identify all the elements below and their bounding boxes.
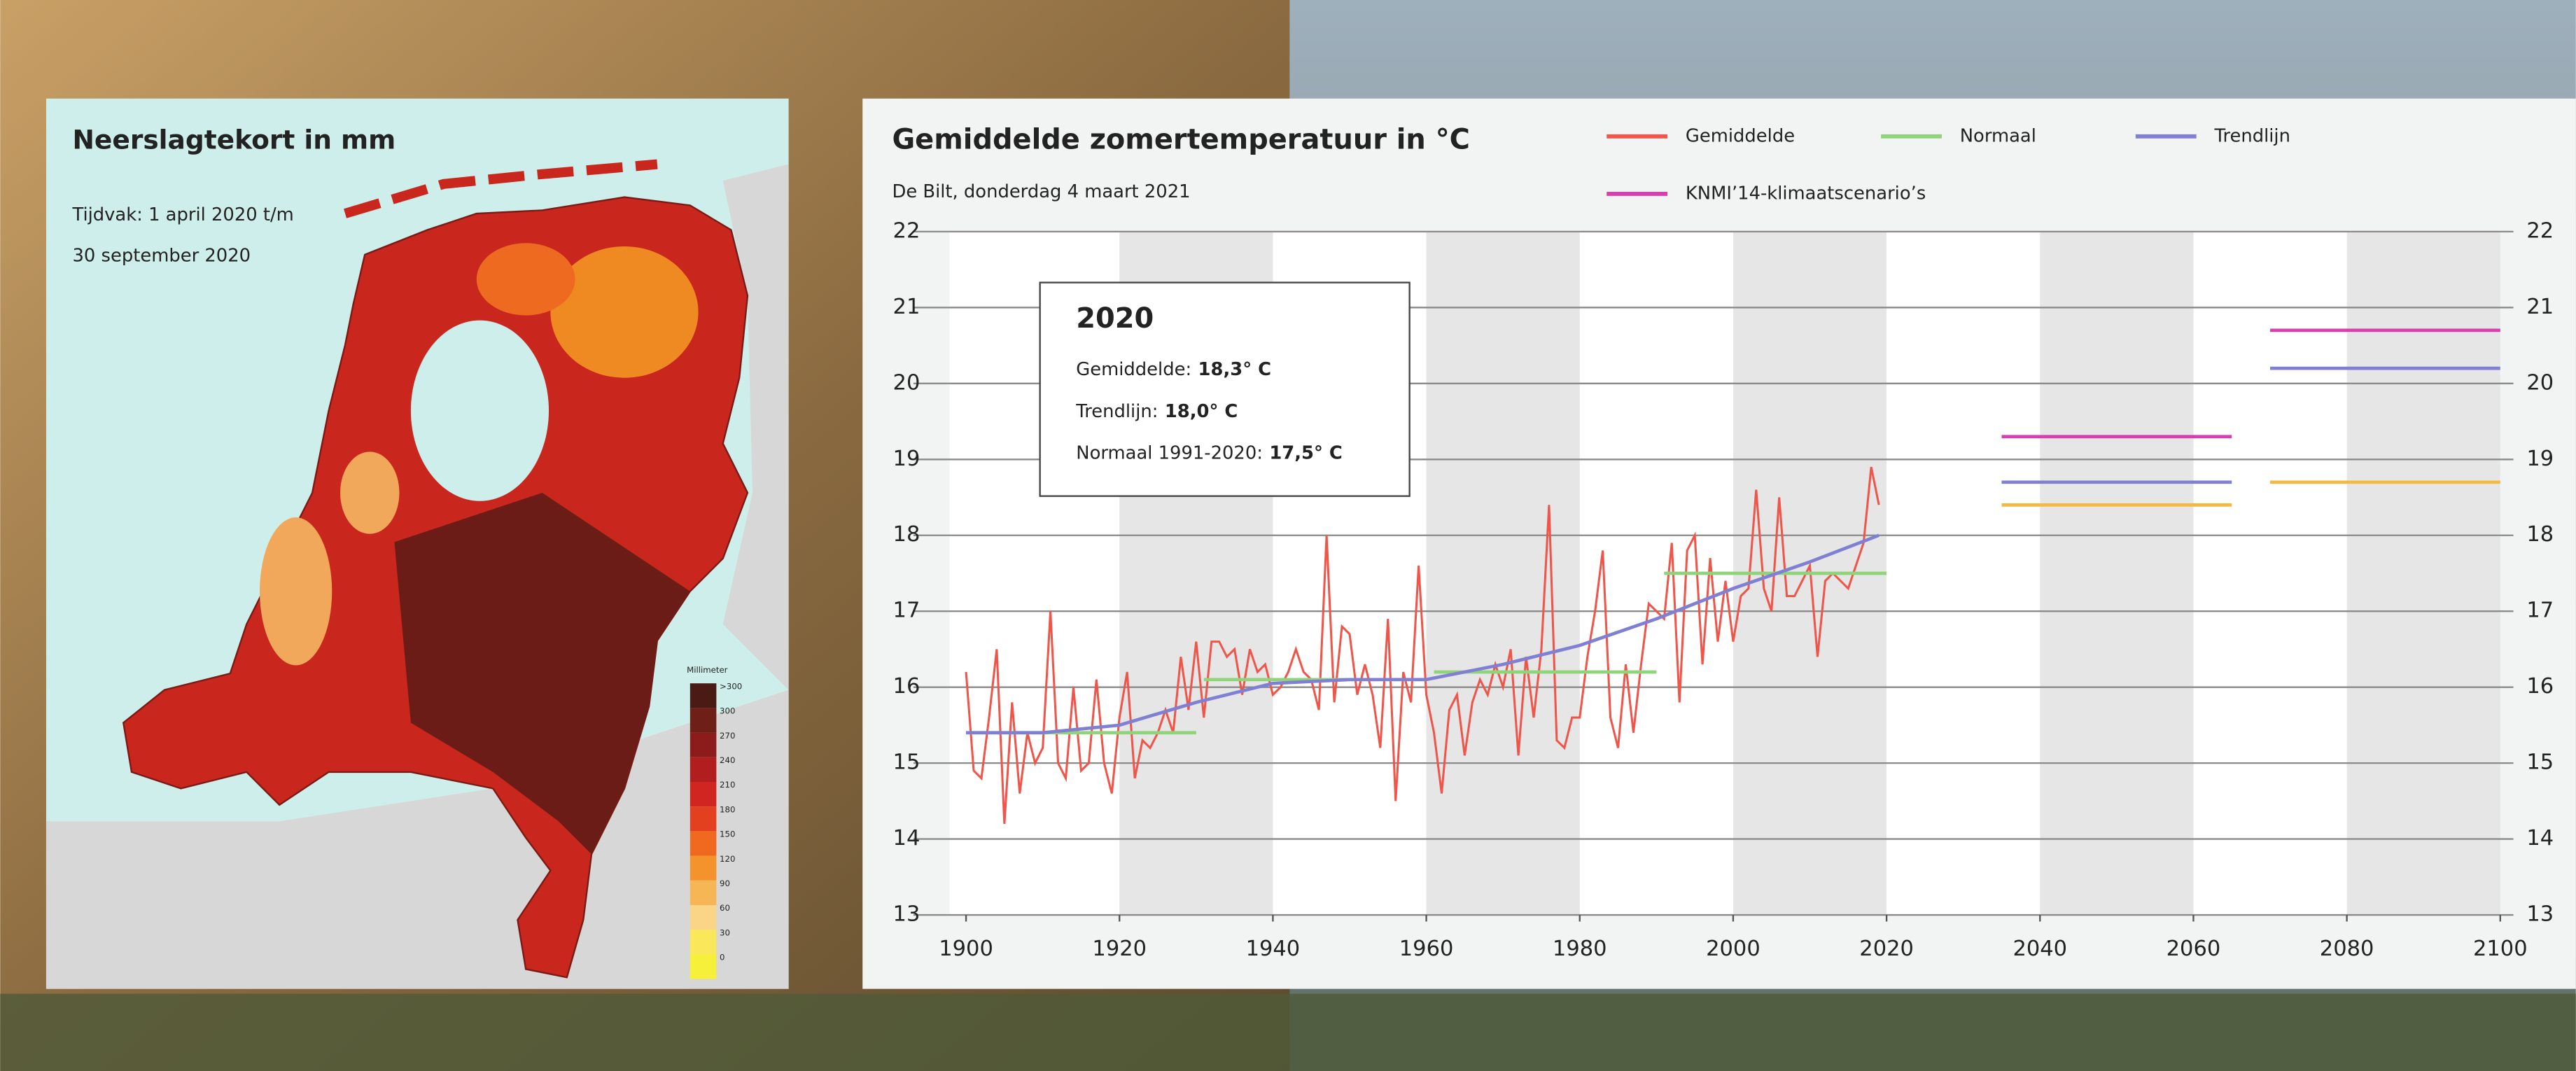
chart-subtitle: De Bilt, donderdag 4 maart 2021 bbox=[892, 181, 1190, 202]
y-tick-label: 21 bbox=[893, 295, 920, 319]
map-orange-region bbox=[477, 243, 575, 315]
y2-tick-label: 22 bbox=[2526, 218, 2554, 243]
legend-label: Normaal bbox=[1960, 125, 2036, 146]
annotation-label: Gemiddelde: bbox=[1076, 358, 1191, 379]
legend-label: 0 bbox=[720, 953, 724, 962]
legend-label: 300 bbox=[720, 706, 735, 716]
x-tick-label: 2080 bbox=[2320, 937, 2374, 961]
legend-swatch bbox=[690, 757, 717, 782]
annotation-line: Normaal 1991-2020: 17,5° C bbox=[1076, 442, 1343, 463]
ijsselmeer bbox=[411, 321, 549, 501]
x-tick-label: 2020 bbox=[1859, 937, 1914, 961]
legend-label: Trendlijn bbox=[2213, 125, 2290, 146]
grass-strip bbox=[0, 994, 2576, 1071]
map-orange-region bbox=[340, 451, 399, 533]
y-tick-label: 18 bbox=[893, 522, 920, 547]
legend-swatch bbox=[690, 930, 717, 954]
annotation-label: Trendlijn: bbox=[1075, 400, 1158, 421]
x-tick-label: 2100 bbox=[2473, 937, 2528, 961]
page: Neerslagtekort en zomertemperatuur {"map… bbox=[0, 0, 2576, 1071]
y2-tick-label: 13 bbox=[2526, 902, 2554, 927]
legend-label: 30 bbox=[720, 927, 730, 937]
y-tick-label: 22 bbox=[893, 218, 920, 243]
legend-label: KNMI’14-klimaatscenario’s bbox=[1686, 183, 1926, 204]
x-tick-label: 2040 bbox=[2012, 937, 2067, 961]
annotation-title: 2020 bbox=[1076, 302, 1154, 335]
y-tick-label: 19 bbox=[893, 447, 920, 471]
y2-tick-label: 20 bbox=[2526, 370, 2554, 395]
x-tick-label: 1940 bbox=[1246, 937, 1301, 961]
map-legend-title: Millimeter bbox=[687, 665, 728, 675]
legend-label: 210 bbox=[720, 780, 735, 790]
legend-label: 90 bbox=[720, 878, 730, 888]
legend-swatch bbox=[690, 733, 717, 757]
annotation-value: 18,3° C bbox=[1198, 358, 1271, 379]
chart-title: Gemiddelde zomertemperatuur in °C bbox=[892, 123, 1469, 155]
x-tick-label: 2000 bbox=[1706, 937, 1760, 961]
legend-swatch bbox=[690, 881, 717, 905]
annotation-value: 18,0° C bbox=[1165, 400, 1238, 421]
annotation-line: Trendlijn: 18,0° C bbox=[1075, 400, 1238, 421]
x-tick-label: 1920 bbox=[1092, 937, 1147, 961]
stripe bbox=[2347, 232, 2500, 915]
annotation-line: Gemiddelde: 18,3° C bbox=[1076, 358, 1271, 379]
annotation-value: 17,5° C bbox=[1269, 442, 1342, 463]
y2-tick-label: 18 bbox=[2526, 522, 2554, 547]
map-orange-region bbox=[260, 517, 332, 665]
legend-swatch bbox=[690, 782, 717, 806]
x-tick-label: 1900 bbox=[939, 937, 993, 961]
stripe bbox=[2040, 232, 2193, 915]
x-tick-label: 2060 bbox=[2166, 937, 2221, 961]
chart-panel: Gemiddelde zomertemperatuur in °C De Bil… bbox=[862, 99, 2576, 989]
legend-swatch bbox=[690, 708, 717, 732]
y2-tick-label: 17 bbox=[2526, 598, 2554, 623]
y2-tick-label: 16 bbox=[2526, 674, 2554, 699]
y2-tick-label: 15 bbox=[2526, 750, 2554, 775]
legend-label: 270 bbox=[720, 731, 735, 741]
legend-label: >300 bbox=[720, 681, 742, 691]
body: Neerslagtekort in mm Tijdvak: 1 april 20… bbox=[0, 0, 2576, 1071]
legend-swatch bbox=[690, 856, 717, 881]
y2-tick-label: 14 bbox=[2526, 826, 2554, 850]
infographic: Neerslagtekort in mm Tijdvak: 1 april 20… bbox=[0, 0, 2576, 1071]
legend-label: 60 bbox=[720, 903, 730, 913]
stripe bbox=[1427, 232, 1580, 915]
map-panel: Neerslagtekort in mm Tijdvak: 1 april 20… bbox=[46, 99, 789, 989]
legend-label: 180 bbox=[720, 804, 735, 814]
legend-swatch bbox=[690, 683, 717, 708]
map-orange-region bbox=[550, 246, 698, 378]
y2-tick-label: 21 bbox=[2526, 295, 2554, 319]
y-tick-label: 15 bbox=[893, 750, 920, 775]
legend-label: 150 bbox=[720, 830, 735, 839]
legend-label: 240 bbox=[720, 755, 735, 765]
legend-swatch bbox=[690, 954, 717, 979]
annotation-label: Normaal 1991-2020: bbox=[1076, 442, 1263, 463]
x-tick-label: 1960 bbox=[1399, 937, 1454, 961]
y-tick-label: 16 bbox=[893, 674, 920, 699]
legend-swatch bbox=[690, 831, 717, 855]
y-tick-label: 14 bbox=[893, 826, 920, 850]
map-period: Tijdvak: 1 april 2020 t/m bbox=[71, 204, 293, 225]
y-tick-label: 13 bbox=[893, 902, 920, 927]
annotation-box: 2020 Gemiddelde: 18,3° C Trendlijn: 18,0° C… bbox=[1040, 283, 1410, 496]
y-tick-label: 20 bbox=[893, 370, 920, 395]
map-period: 30 september 2020 bbox=[72, 246, 251, 267]
legend-swatch bbox=[690, 905, 717, 930]
x-tick-label: 1980 bbox=[1553, 937, 1607, 961]
legend-label: Gemiddelde bbox=[1686, 125, 1795, 146]
y2-tick-label: 19 bbox=[2526, 447, 2554, 471]
y-tick-label: 17 bbox=[893, 598, 920, 623]
legend-swatch bbox=[690, 806, 717, 831]
legend-label: 120 bbox=[720, 854, 735, 864]
map-title: Neerslagtekort in mm bbox=[72, 124, 396, 155]
